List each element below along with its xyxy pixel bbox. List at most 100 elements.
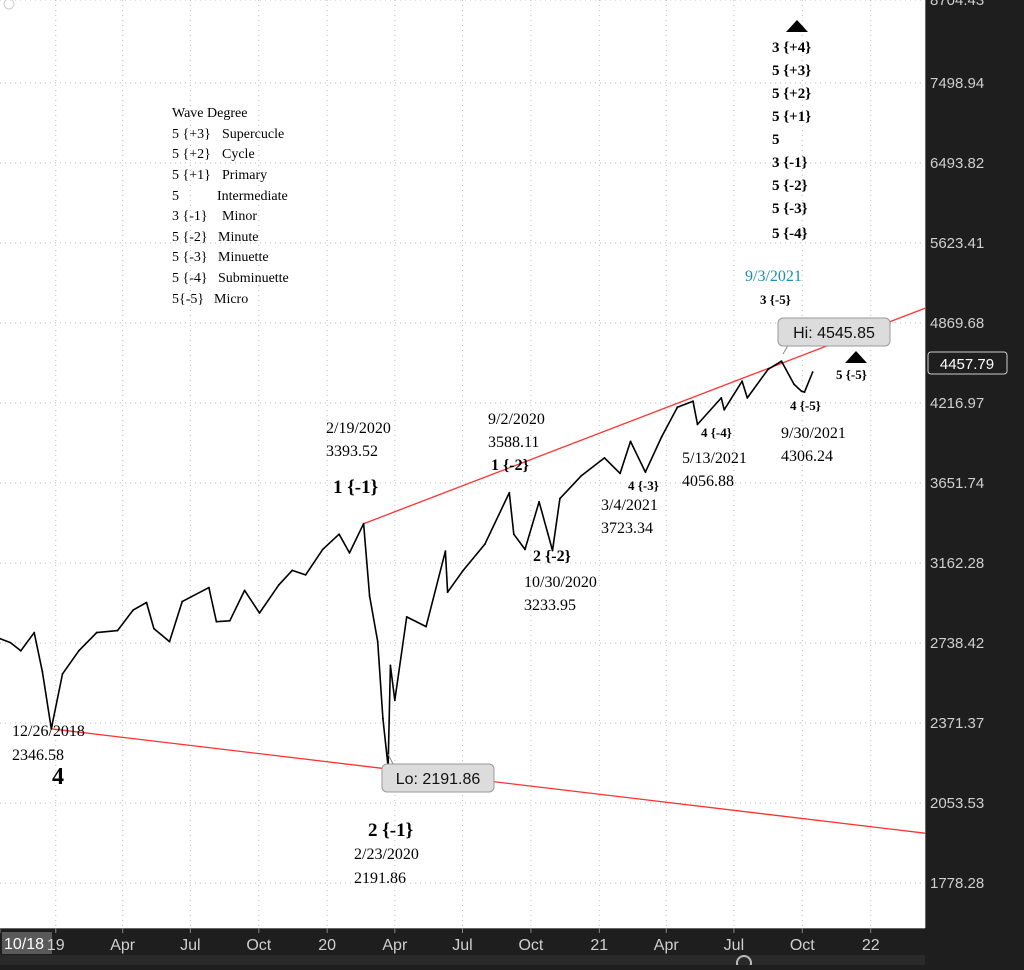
y-tick-label: 8704.43 bbox=[930, 0, 984, 9]
y-tick-label: 2738.42 bbox=[930, 635, 984, 652]
wave-stack-item: 5 bbox=[772, 132, 780, 148]
price-point bbox=[19, 649, 22, 652]
price-point bbox=[376, 640, 379, 643]
wave-stack-item: 5 {+2} bbox=[772, 86, 811, 102]
annotation-wave: 4 {-4} bbox=[701, 425, 732, 440]
price-point bbox=[741, 380, 743, 383]
y-tick-label: 4216.97 bbox=[930, 395, 984, 412]
price-point bbox=[746, 397, 749, 399]
price-point bbox=[723, 408, 726, 411]
price-point bbox=[461, 570, 464, 573]
y-tick-label: 6493.82 bbox=[930, 155, 984, 172]
lo-callout[interactable]: Lo: 2191.86 bbox=[381, 753, 495, 793]
annotation-value: 2346.58 bbox=[12, 747, 64, 764]
price-point bbox=[551, 549, 554, 552]
x-tick-label: Jul bbox=[724, 937, 744, 954]
price-point bbox=[50, 727, 53, 730]
legend-name: Intermediate bbox=[217, 189, 288, 204]
price-point bbox=[696, 423, 699, 426]
y-tick-label: 3162.28 bbox=[930, 555, 984, 572]
annotation-wave: 1 {-1} bbox=[333, 477, 378, 498]
price-point bbox=[425, 625, 427, 628]
price-point bbox=[258, 612, 261, 614]
last-price-label: 4457.79 bbox=[940, 356, 994, 373]
annotation-wave: 5 {-5} bbox=[836, 367, 867, 382]
price-point bbox=[291, 569, 294, 572]
annotation-wave: 3 {-5} bbox=[760, 292, 791, 307]
annotation-wave: 4 {-5} bbox=[790, 398, 821, 413]
annotation-date: 9/30/2021 bbox=[781, 425, 846, 442]
last-price-tag[interactable]: 4457.79 bbox=[927, 351, 1008, 375]
y-tick-label: 1778.28 bbox=[930, 875, 984, 892]
lo-callout-label: Lo: 2191.86 bbox=[396, 771, 481, 788]
annotation-wave: 2 {-1} bbox=[368, 820, 413, 841]
annotation-value: 4056.88 bbox=[682, 473, 734, 490]
legend-name: Supercucle bbox=[222, 127, 284, 142]
wave-stack: 3 {+4} 5 {+3} 5 {+2} 5 {+1} 5 3 {-1} 5 {… bbox=[772, 40, 811, 242]
price-point bbox=[33, 631, 36, 634]
y-tick-label: 3651.74 bbox=[930, 475, 984, 492]
x-tick-label: Apr bbox=[110, 937, 136, 954]
price-point bbox=[77, 649, 80, 652]
price-point bbox=[793, 383, 796, 386]
x-tick-label: 20 bbox=[318, 937, 336, 954]
price-point bbox=[580, 474, 583, 477]
price-point bbox=[559, 497, 561, 500]
price-point bbox=[603, 456, 606, 459]
wave-stack-item: 5 {-4} bbox=[772, 226, 808, 242]
wave-stack-item: 3 {+4} bbox=[772, 40, 811, 56]
price-point bbox=[61, 673, 64, 675]
price-point bbox=[243, 589, 246, 592]
x-tick-label: 10/18 bbox=[4, 936, 44, 953]
annotation-date: 2/19/2020 bbox=[326, 420, 391, 437]
price-point bbox=[153, 627, 155, 630]
annotation-value: 3723.34 bbox=[601, 520, 653, 537]
corner-settings-icon[interactable] bbox=[3, 0, 15, 10]
price-point bbox=[444, 550, 447, 553]
hi-callout-box bbox=[777, 317, 891, 347]
legend-degree: 5 {+3} bbox=[172, 127, 211, 142]
x-tick-label: Apr bbox=[654, 937, 680, 954]
annotation-date: 9/2/2020 bbox=[488, 411, 545, 428]
legend-name: Primary bbox=[222, 168, 267, 183]
x-tick-label: Oct bbox=[518, 937, 543, 954]
price-point bbox=[676, 406, 679, 409]
annotation-date: 12/26/2018 bbox=[12, 723, 85, 740]
x-tick-label: Jul bbox=[180, 937, 200, 954]
annotation-date: 5/13/2021 bbox=[682, 450, 747, 467]
legend-degree: 5 {-2} bbox=[172, 230, 208, 245]
price-series-line bbox=[0, 360, 814, 768]
price-point bbox=[321, 548, 324, 551]
price-point bbox=[348, 551, 351, 554]
legend-degree: 5 bbox=[172, 189, 179, 204]
wave-stack-item: 5 {+1} bbox=[772, 109, 811, 125]
price-point bbox=[228, 619, 231, 622]
wave-stack-triangle-icon bbox=[786, 20, 808, 32]
legend-degree: 5 {+2} bbox=[172, 147, 211, 162]
y-tick-label: 5623.41 bbox=[930, 235, 984, 252]
x-tick-label: 19 bbox=[47, 937, 65, 954]
x-tick-label: 21 bbox=[590, 937, 608, 954]
scroll-handle-icon[interactable] bbox=[736, 955, 752, 970]
scrollbar-track[interactable] bbox=[0, 955, 925, 965]
legend-name: Subminuette bbox=[218, 271, 289, 286]
price-point bbox=[95, 631, 98, 634]
annotation-wave: 4 {-3} bbox=[628, 478, 659, 493]
legend-degree: 5 {+1} bbox=[172, 168, 211, 183]
price-point bbox=[389, 664, 392, 667]
x-tick-label: Oct bbox=[790, 937, 815, 954]
legend-name: Cycle bbox=[222, 147, 255, 162]
bottom-scrollbar[interactable] bbox=[0, 955, 925, 970]
hi-callout[interactable]: Hi: 4545.85 bbox=[777, 317, 891, 355]
price-point bbox=[692, 400, 694, 403]
price-point bbox=[0, 637, 1, 640]
legend-name: Minuette bbox=[218, 250, 269, 265]
price-point bbox=[208, 586, 210, 589]
price-point bbox=[524, 548, 526, 551]
price-point bbox=[181, 600, 184, 603]
price-point bbox=[41, 670, 44, 673]
annotation-value: 3588.11 bbox=[488, 434, 539, 451]
legend-degree: 5 {-4} bbox=[172, 271, 208, 286]
price-point bbox=[508, 491, 511, 494]
